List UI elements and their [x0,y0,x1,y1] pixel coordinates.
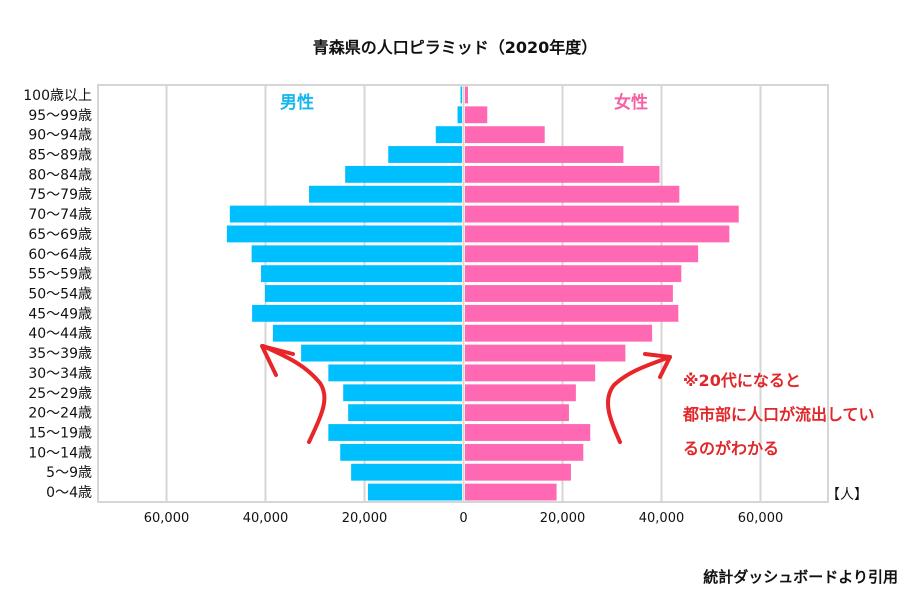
bar-male [348,404,462,422]
bar-female [465,304,679,322]
age-group-label: 40～44歳 [28,326,92,342]
annotation-text: ※20代になると 都市部に人口が流出してい るのがわかる [683,364,875,466]
source-note: 統計ダッシュボードより引用 [703,568,898,586]
bar-female [465,165,660,183]
age-group-label: 30～34歳 [28,366,92,382]
left-arrow-curve [261,344,327,444]
bar-male [367,483,462,501]
annotation-line: るのがわかる [683,439,780,458]
right-arrow-curve [606,355,672,444]
bar-female [465,205,739,223]
annotation-line: ※20代になると [683,371,801,390]
axes [97,84,829,503]
age-group-label: 35～39歳 [28,346,92,362]
bar-male [328,364,462,382]
age-group-label: 5～9歳 [46,465,92,481]
annotation-line: 都市部に人口が流出してい [683,405,875,424]
bar-female [465,344,626,362]
bar-female [465,404,569,422]
bar-female [465,86,468,104]
bar-male [252,304,462,322]
bar-female [465,245,699,263]
bar-male [388,146,462,163]
age-group-label: 90～94歳 [28,128,92,144]
age-group-label: 80～84歳 [28,167,92,183]
age-group-label: 95～99歳 [28,108,92,124]
bar-male [301,344,462,362]
right-arrow-head [643,352,672,379]
bar-male [309,185,462,203]
bar-male [272,324,462,342]
bar-female [465,364,596,382]
bar-female [465,225,730,243]
bar-female [465,285,673,302]
bar-female [465,483,557,501]
age-group-label: 65～69歳 [28,227,92,243]
age-group-label: 100歳以上 [23,88,92,104]
x-tick-label: 20,000 [342,511,388,526]
unit-label: 【人】 [826,487,868,503]
bar-male [435,126,462,144]
age-group-label: 15～19歳 [28,426,92,442]
age-group-label: 45～49歳 [28,306,92,322]
x-tick-label: 40,000 [243,511,289,526]
age-group-label: 50～54歳 [28,287,92,303]
bar-male [340,443,462,461]
x-tick-label: 40,000 [639,511,685,526]
legend-female: 女性 [614,92,648,113]
left-arrow-head [260,344,295,377]
bar-male [460,86,462,104]
age-group-label: 60～64歳 [28,247,92,263]
bar-male [251,245,462,263]
age-group-label: 25～29歳 [28,386,92,402]
age-group-label: 55～59歳 [28,267,92,283]
bar-male [261,265,462,283]
age-group-label: 85～89歳 [28,148,92,164]
bar-female [465,106,488,124]
bar-male [345,165,462,183]
age-group-label: 0～4歳 [46,485,92,501]
labels: 60,000 40,000 20,000 0 20,000 40,000 60,000 100… [23,88,783,526]
x-tick-label: 60,000 [144,511,190,526]
x-tick-label: 20,000 [540,511,586,526]
bar-female [465,463,571,481]
age-group-label: 75～79歳 [28,187,92,203]
legend-male: 男性 [280,92,314,113]
bar-male [226,225,462,243]
bar-female [465,185,680,203]
annotation-arrows [260,344,672,444]
bar-male [264,285,462,302]
age-group-label: 20～24歳 [28,406,92,422]
bar-male [328,424,462,441]
x-tick-label: 0 [459,511,467,526]
bar-female [465,384,576,402]
bar-female [465,424,591,441]
bar-female [465,146,624,163]
bar-female [465,443,584,461]
bar-female [465,265,682,283]
x-tick-label: 60,000 [738,511,784,526]
bar-male [457,106,462,124]
age-group-label: 10～14歳 [28,445,92,461]
bar-male [351,463,462,481]
chart-title: 青森県の人口ピラミッド（2020年度） [312,38,598,57]
bar-female [465,126,545,144]
bar-female [465,324,653,342]
bars [226,86,739,501]
age-group-label: 70～74歳 [28,207,92,223]
bar-male [229,205,462,223]
bar-male [343,384,462,402]
